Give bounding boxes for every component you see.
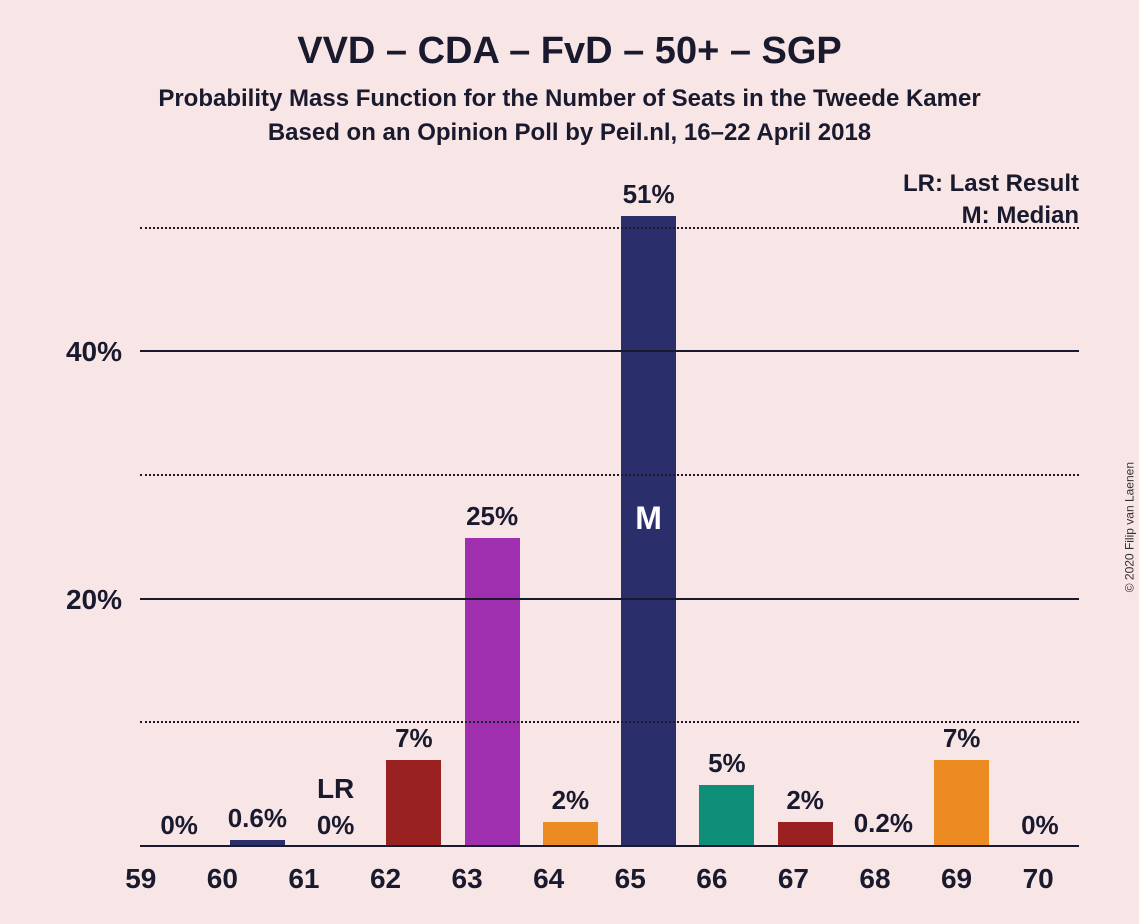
y-tick-label: 40% [66, 336, 140, 368]
bar-slot: 2% [766, 167, 844, 847]
x-tick-label: 70 [997, 863, 1079, 895]
x-tick-label: 64 [508, 863, 590, 895]
x-tick-label: 66 [671, 863, 753, 895]
bar-value-label: 51% [623, 179, 675, 210]
bar-value-label: 7% [395, 723, 433, 754]
gridline-major [140, 350, 1079, 352]
copyright-text: © 2020 Filip van Laenen [1122, 462, 1136, 592]
bar-slot: 2% [531, 167, 609, 847]
bar: 51%M [621, 216, 676, 847]
bar: 25% [465, 538, 520, 847]
chart-subtitle-2: Based on an Opinion Poll by Peil.nl, 16–… [40, 119, 1099, 147]
gridline-major [140, 598, 1079, 600]
x-tick-label: 62 [345, 863, 427, 895]
bar-extra-label: LR [317, 773, 354, 805]
bar-slot: 0% [1001, 167, 1079, 847]
bar-inner-label: M [635, 500, 662, 537]
chart-container: VVD – CDA – FvD – 50+ – SGP Probability … [0, 0, 1139, 924]
bar: 2% [778, 822, 833, 847]
bar-slot: 5% [688, 167, 766, 847]
x-tick-label: 59 [100, 863, 182, 895]
y-tick-label: 20% [66, 584, 140, 616]
bar: 7% [934, 760, 989, 847]
x-tick-label: 69 [916, 863, 998, 895]
bar-value-label: 0% [317, 810, 355, 841]
bar-value-label: 2% [552, 785, 590, 816]
bar-value-label: 25% [466, 501, 518, 532]
bar-slot: 51% M [610, 167, 688, 847]
x-tick-label: 65 [589, 863, 671, 895]
x-tick-label: 61 [263, 863, 345, 895]
gridline-minor [140, 721, 1079, 723]
bar-value-label: 7% [943, 723, 981, 754]
bar-value-label: 2% [786, 785, 824, 816]
bar: 7% [386, 760, 441, 847]
bar-value-label: 0.2% [854, 808, 913, 839]
bar-slot: 7% [923, 167, 1001, 847]
bar-value-label: 5% [708, 748, 746, 779]
bar-slot: 0% LR [297, 167, 375, 847]
chart-subtitle-1: Probability Mass Function for the Number… [40, 85, 1099, 113]
bars-row: 0%0.6%0%LR7%25%2%51%M5%2%0.2%7%0% [140, 167, 1079, 847]
x-tick-label: 63 [426, 863, 508, 895]
bar-value-label: 0% [1021, 810, 1059, 841]
x-tick-label: 67 [753, 863, 835, 895]
x-tick-label: 68 [834, 863, 916, 895]
x-tick-label: 60 [182, 863, 264, 895]
bar-slot: 7% [375, 167, 453, 847]
chart-title: VVD – CDA – FvD – 50+ – SGP [40, 30, 1099, 73]
x-axis-baseline [140, 845, 1079, 847]
bar: 2% [543, 822, 598, 847]
x-axis-labels: 596061626364656667686970 [100, 863, 1079, 895]
bar-slot: 0% [140, 167, 218, 847]
plot-area: 0%0.6%0%LR7%25%2%51%M5%2%0.2%7%0% 20%40% [140, 167, 1079, 847]
bar-slot: 25% [453, 167, 531, 847]
bar: 5% [699, 785, 754, 847]
gridline-minor [140, 474, 1079, 476]
gridline-minor [140, 227, 1079, 229]
bar-slot: 0.2% [844, 167, 922, 847]
bar-slot: 0.6% [218, 167, 296, 847]
bar-value-label: 0.6% [228, 803, 287, 834]
bar-value-label: 0% [160, 810, 198, 841]
